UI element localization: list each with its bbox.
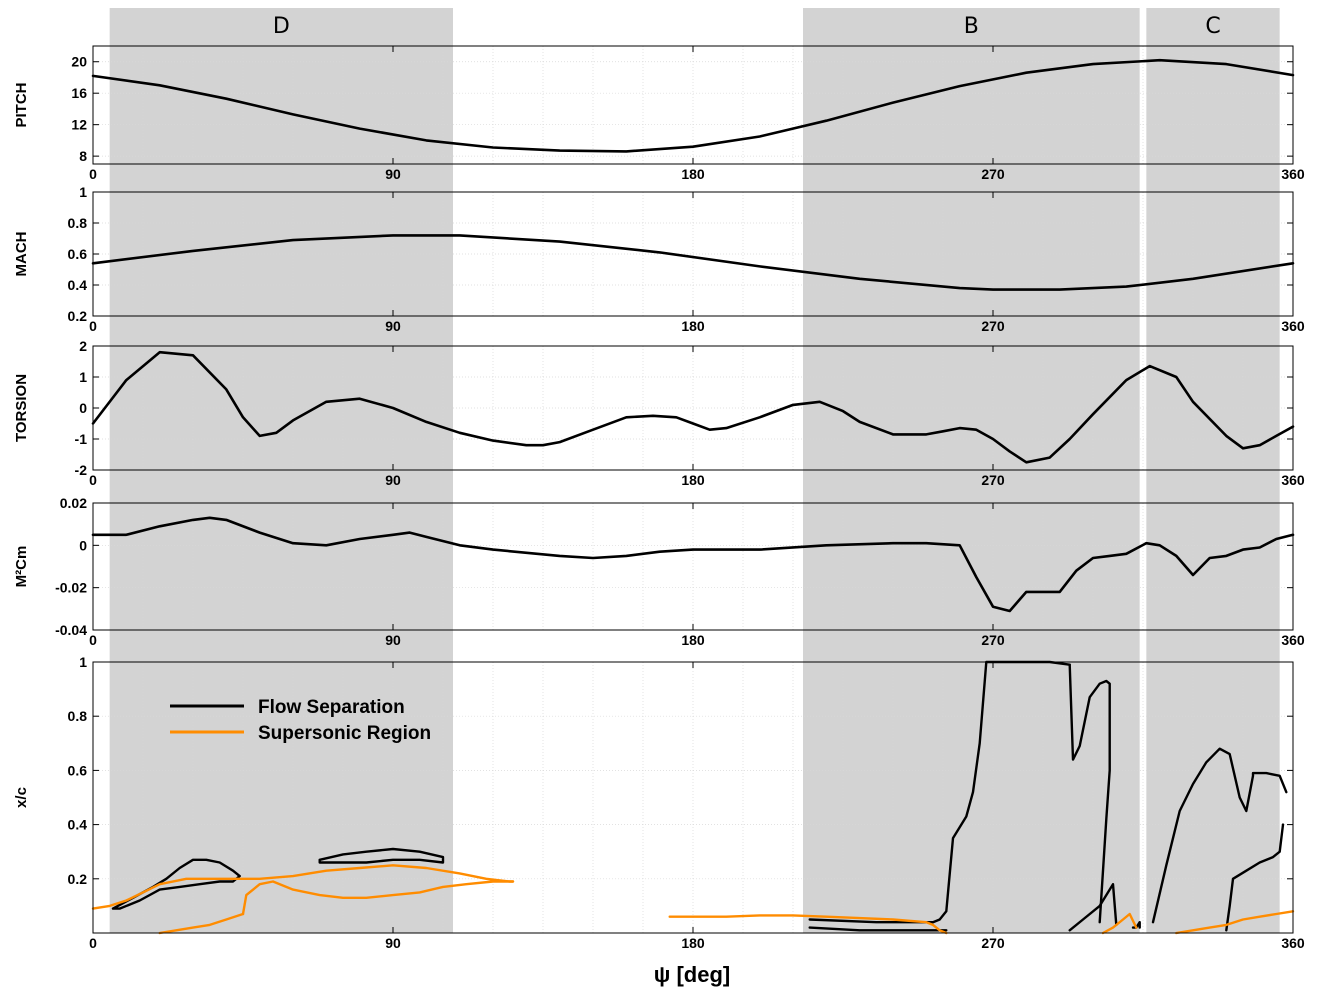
y-tick-label: 2 [79,338,87,354]
series-series-0-line [91,350,1295,464]
region-label-b: B [964,14,979,39]
y-tick-label: 0 [79,537,87,553]
x-tick-label: 90 [385,318,401,334]
panel-pitch: 0 90 180 270 360 8 12 16 20 PITCH [13,45,1305,182]
y-tick-label: 0.2 [68,308,88,324]
y-tick-label: -2 [75,462,88,478]
x-tick-label: 360 [1281,166,1305,182]
y-tick-label: 0.2 [68,871,88,887]
y-tick-label: 0.02 [60,495,87,511]
x-tick-label: 360 [1281,935,1305,951]
series-flow-separation-segment-7 [1151,747,1288,924]
series-flow-separation-segment-4 [808,926,948,932]
series-supersonic-region-segment-3 [668,914,948,935]
y-tick-label: 0 [79,400,87,416]
region-label-c: C [1205,14,1220,39]
x-tick-label: 270 [981,472,1005,488]
legend-label-supersonic-region: Supersonic Region [258,723,431,744]
y-tick-label: 20 [71,54,87,70]
x-tick-label: 270 [981,318,1005,334]
y-tick-label: -0.04 [55,622,87,638]
x-tick-label: 0 [89,318,97,334]
panel-mach: 0 90 180 270 360 0.2 0.4 0.6 0.8 1 MACH [13,184,1305,334]
series-supersonic-region-segment-0 [91,864,515,910]
legend: Flow Separation Supersonic Region [170,697,431,744]
y-tick-label: 8 [79,148,87,164]
y-tick-label: 0.4 [68,277,88,293]
x-tick-label: 180 [681,935,705,951]
series-flow-separation-segment-1 [318,847,445,864]
x-tick-label: 270 [981,166,1005,182]
y-tick-label: 0.8 [68,215,88,231]
panel-torsion: 0 90 180 270 360 -2 -1 0 1 2 TORSION [13,338,1305,488]
y-axis-label: TORSION [13,374,30,442]
series-series-0-line [91,58,1295,153]
x-tick-label: 180 [681,166,705,182]
y-axis-label: M²Cm [13,546,30,588]
region-label-d: D [273,14,290,39]
y-tick-label: 12 [71,117,87,133]
series-supersonic-region-segment-5 [1175,910,1295,935]
series-flow-separation-segment-0 [111,858,241,910]
series-flow-separation-segment-8 [1225,823,1285,932]
x-tick-label: 360 [1281,318,1305,334]
x-tick-label: 0 [89,632,97,648]
x-tick-label: 0 [89,935,97,951]
series-flow-separation-segment-3 [1068,663,1111,924]
series-supersonic-region-segment-1 [241,880,515,916]
x-tick-label: 90 [385,632,401,648]
x-tick-label: 90 [385,935,401,951]
x-tick-label: 90 [385,472,401,488]
x-tick-label: 90 [385,166,401,182]
x-tick-label: 180 [681,318,705,334]
y-tick-label: 1 [79,654,87,670]
x-tick-label: 180 [681,632,705,648]
y-tick-label: 0.4 [68,817,88,833]
y-tick-label: -0.02 [55,580,87,596]
y-axis-label: MACH [13,232,30,277]
panel-m-cm: 0 90 180 270 360 -0.04 -0.02 0 0.02 M²Cm [13,495,1305,648]
x-tick-label: 0 [89,166,97,182]
x-tick-label: 360 [1281,632,1305,648]
x-tick-label: 270 [981,632,1005,648]
x-tick-label: 360 [1281,472,1305,488]
y-tick-label: 1 [79,369,87,385]
legend-label-flow-separation: Flow Separation [258,697,405,718]
y-axis-label: x/c [13,787,30,808]
series-series-0-line [91,234,1295,291]
y-tick-label: 16 [71,85,87,101]
x-axis-label: ψ [deg] [654,962,730,987]
series-flow-separation-segment-6 [1131,921,1141,929]
x-tick-label: 180 [681,472,705,488]
y-tick-label: -1 [75,431,88,447]
series-series-0-line [91,516,1295,613]
series-flow-separation-segment-5 [1068,883,1118,932]
x-tick-label: 270 [981,935,1005,951]
y-tick-label: 0.6 [68,762,88,778]
x-tick-label: 0 [89,472,97,488]
y-tick-label: 0.6 [68,246,88,262]
panel-x-c: 0 90 180 270 360 0.2 0.4 0.6 0.8 1 x/c [13,654,1305,951]
y-axis-label: PITCH [13,83,30,128]
series-supersonic-region-segment-2 [158,912,245,935]
y-tick-label: 0.8 [68,708,88,724]
series-supersonic-region-segment-4 [1101,912,1138,935]
y-tick-label: 1 [79,184,87,200]
